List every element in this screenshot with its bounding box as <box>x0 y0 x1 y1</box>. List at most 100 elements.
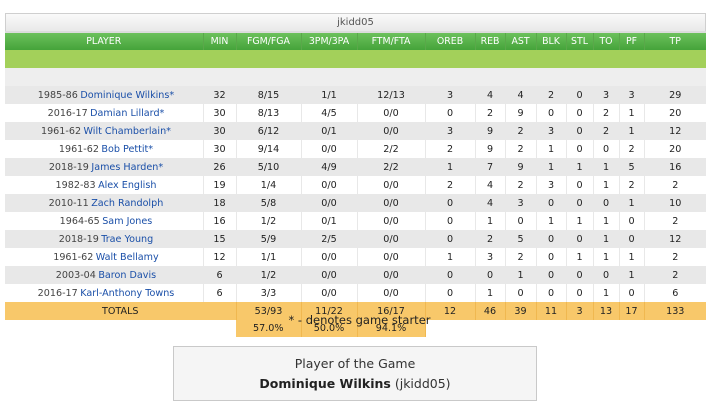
stat-blk: 1 <box>536 140 567 158</box>
stat-blk: 0 <box>536 284 567 302</box>
player-name-link[interactable]: Trae Young <box>101 233 154 245</box>
stat-to: 0 <box>593 266 620 284</box>
col-header-blk: BLK <box>536 33 567 50</box>
stat-oreb: 0 <box>425 212 476 230</box>
stat-ft: 0/0 <box>357 212 426 230</box>
season-label: 2010-11 <box>48 197 89 209</box>
title-divider <box>5 31 706 33</box>
stat-min: 19 <box>203 176 237 194</box>
stat-3p: 1/1 <box>301 86 358 104</box>
player-cell: 2016-17 Damian Lillard* <box>5 104 204 122</box>
player-name-link[interactable]: Bob Pettit* <box>101 143 154 155</box>
stat-min: 30 <box>203 104 237 122</box>
season-label: 1961-62 <box>53 251 94 263</box>
table-row: 1961-62 Bob Pettit* 30 9/14 0/0 2/2 2 9 2 1 0 0 2 20 <box>5 140 706 158</box>
totals-fg: 53/93 <box>236 302 302 320</box>
stat-3p: 0/0 <box>301 266 358 284</box>
player-name-link[interactable]: Karl-Anthony Towns <box>80 287 175 299</box>
col-header-pf: PF <box>619 33 645 50</box>
stat-min: 30 <box>203 140 237 158</box>
stat-ast: 5 <box>505 230 537 248</box>
player-name-link[interactable]: Alex English <box>98 179 157 191</box>
player-cell: 1961-62 Wilt Chamberlain* <box>5 122 204 140</box>
stat-tp: 2 <box>644 248 706 266</box>
player-name-link[interactable]: Dominique Wilkins* <box>80 89 175 101</box>
player-name-link[interactable]: Damian Lillard* <box>90 107 165 119</box>
player-name-link[interactable]: Sam Jones <box>102 215 153 227</box>
stat-ast: 0 <box>505 212 537 230</box>
stat-stl: 1 <box>566 212 594 230</box>
stat-oreb: 0 <box>425 104 476 122</box>
stat-stl: 0 <box>566 86 594 104</box>
stat-3p: 2/5 <box>301 230 358 248</box>
table-row: 1985-86 Dominique Wilkins* 32 8/15 1/1 12/13 3… <box>5 86 706 104</box>
3p-percentage: 50.0% <box>301 320 358 337</box>
col-header-tp: TP <box>644 33 706 50</box>
stat-ast: 1 <box>505 266 537 284</box>
stat-pf: 5 <box>619 158 645 176</box>
player-name-link[interactable]: Baron Davis <box>98 269 157 281</box>
stat-tp: 2 <box>644 212 706 230</box>
stat-3p: 0/1 <box>301 212 358 230</box>
percentages-row: 57.0% 50.0% 94.1% <box>5 320 706 337</box>
stat-reb: 1 <box>475 284 506 302</box>
stat-min: 30 <box>203 122 237 140</box>
stat-blk: 1 <box>536 212 567 230</box>
stat-ast: 0 <box>505 284 537 302</box>
stat-fg: 1/4 <box>236 176 302 194</box>
stat-min: 6 <box>203 284 237 302</box>
totals-row: TOTALS 53/93 11/22 16/17 12 46 39 11 3 1… <box>5 302 706 320</box>
stat-min: 6 <box>203 266 237 284</box>
col-header-fg: FGM/FGA <box>236 33 302 50</box>
player-cell: 2018-19 James Harden* <box>5 158 204 176</box>
stat-tp: 2 <box>644 266 706 284</box>
stat-oreb: 3 <box>425 122 476 140</box>
stat-pf: 1 <box>619 248 645 266</box>
player-name-link[interactable]: Wilt Chamberlain* <box>83 125 171 137</box>
stat-ft: 0/0 <box>357 266 426 284</box>
stat-ft: 12/13 <box>357 86 426 104</box>
table-row: 2010-11 Zach Randolph 18 5/8 0/0 0/0 0 4 3 0 0 0 1 10 <box>5 194 706 212</box>
stat-3p: 0/1 <box>301 122 358 140</box>
totals-tp: 133 <box>644 302 706 320</box>
player-cell: 2010-11 Zach Randolph <box>5 194 204 212</box>
stat-min: 16 <box>203 212 237 230</box>
stat-reb: 4 <box>475 176 506 194</box>
header-row: PLAYER MIN FGM/FGA 3PM/3PA FTM/FTA OREB … <box>5 33 706 50</box>
potg-title: Player of the Game <box>294 356 416 371</box>
totals-pf: 17 <box>619 302 645 320</box>
stat-fg: 5/8 <box>236 194 302 212</box>
stat-blk: 0 <box>536 266 567 284</box>
stat-blk: 0 <box>536 230 567 248</box>
stat-tp: 29 <box>644 86 706 104</box>
stat-fg: 1/1 <box>236 248 302 266</box>
stat-3p: 0/0 <box>301 284 358 302</box>
season-label: 2016-17 <box>47 107 88 119</box>
stat-fg: 8/13 <box>236 104 302 122</box>
stat-reb: 0 <box>475 266 506 284</box>
header-spacer <box>5 68 706 86</box>
player-name-link[interactable]: James Harden* <box>91 161 164 173</box>
stat-tp: 12 <box>644 230 706 248</box>
totals-stl: 3 <box>566 302 594 320</box>
stat-reb: 4 <box>475 86 506 104</box>
totals-ast: 39 <box>505 302 537 320</box>
totals-oreb: 12 <box>425 302 476 320</box>
stat-reb: 1 <box>475 212 506 230</box>
stat-fg: 5/10 <box>236 158 302 176</box>
stat-oreb: 2 <box>425 140 476 158</box>
stat-ast: 2 <box>505 140 537 158</box>
stat-ast: 2 <box>505 122 537 140</box>
stat-ft: 0/0 <box>357 194 426 212</box>
col-header-player: PLAYER <box>5 33 204 50</box>
ft-percentage: 94.1% <box>357 320 426 337</box>
stat-blk: 0 <box>536 104 567 122</box>
stat-to: 1 <box>593 212 620 230</box>
stat-fg: 9/14 <box>236 140 302 158</box>
stat-blk: 3 <box>536 122 567 140</box>
table-row: 2016-17 Karl-Anthony Towns 6 3/3 0/0 0/0 0 1 0 0 0… <box>5 284 706 302</box>
player-name-link[interactable]: Zach Randolph <box>91 197 164 209</box>
player-name-link[interactable]: Walt Bellamy <box>95 251 159 263</box>
stat-pf: 3 <box>619 86 645 104</box>
potg-user: (jkidd05) <box>394 376 451 391</box>
